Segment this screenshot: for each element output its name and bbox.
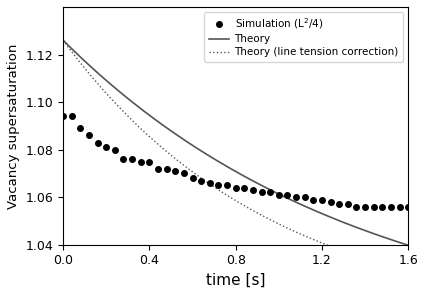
Simulation (L$^2$/4) xyxy=(95,141,100,144)
Simulation (L$^2$/4) xyxy=(354,205,359,209)
Simulation (L$^2$/4) xyxy=(328,200,333,204)
Simulation (L$^2$/4) xyxy=(112,148,117,151)
Simulation (L$^2$/4) xyxy=(164,167,169,171)
Simulation (L$^2$/4) xyxy=(405,205,411,209)
Simulation (L$^2$/4) xyxy=(224,183,230,187)
Theory xyxy=(227,166,232,170)
Simulation (L$^2$/4) xyxy=(233,186,238,189)
Simulation (L$^2$/4) xyxy=(242,186,247,189)
Simulation (L$^2$/4) xyxy=(207,181,212,185)
Simulation (L$^2$/4) xyxy=(268,191,273,194)
Legend: Simulation (L$^2$/4), Theory, Theory (line tension correction): Simulation (L$^2$/4), Theory, Theory (li… xyxy=(204,12,403,62)
Theory xyxy=(266,187,271,191)
Simulation (L$^2$/4) xyxy=(147,160,152,163)
Theory (line tension correction) xyxy=(60,38,65,42)
Simulation (L$^2$/4) xyxy=(345,203,350,206)
Theory (line tension correction) xyxy=(247,207,252,211)
Line: Theory: Theory xyxy=(63,40,408,245)
Simulation (L$^2$/4) xyxy=(181,172,187,175)
Simulation (L$^2$/4) xyxy=(190,176,195,180)
Theory xyxy=(405,243,411,247)
Simulation (L$^2$/4) xyxy=(86,134,91,137)
Simulation (L$^2$/4) xyxy=(319,198,324,201)
Simulation (L$^2$/4) xyxy=(69,114,74,118)
Simulation (L$^2$/4) xyxy=(302,196,307,199)
Simulation (L$^2$/4) xyxy=(173,169,178,173)
Simulation (L$^2$/4) xyxy=(259,191,264,194)
Theory xyxy=(343,222,348,225)
Simulation (L$^2$/4) xyxy=(311,198,316,201)
Simulation (L$^2$/4) xyxy=(371,205,376,209)
Line: Simulation (L$^2$/4): Simulation (L$^2$/4) xyxy=(60,114,411,209)
Theory xyxy=(247,178,252,181)
Theory (line tension correction) xyxy=(343,250,348,254)
Simulation (L$^2$/4) xyxy=(276,193,281,196)
Simulation (L$^2$/4) xyxy=(156,167,161,171)
Simulation (L$^2$/4) xyxy=(294,196,299,199)
Theory xyxy=(60,38,65,42)
Simulation (L$^2$/4) xyxy=(130,158,135,161)
Theory (line tension correction) xyxy=(405,269,411,273)
Simulation (L$^2$/4) xyxy=(337,203,342,206)
Simulation (L$^2$/4) xyxy=(250,188,255,192)
Line: Theory (line tension correction): Theory (line tension correction) xyxy=(63,40,408,271)
Simulation (L$^2$/4) xyxy=(60,114,65,118)
Theory (line tension correction) xyxy=(266,217,271,221)
Theory (line tension correction) xyxy=(227,195,232,198)
Simulation (L$^2$/4) xyxy=(397,205,402,209)
Simulation (L$^2$/4) xyxy=(285,193,290,196)
Simulation (L$^2$/4) xyxy=(104,145,109,149)
Simulation (L$^2$/4) xyxy=(78,127,83,130)
Theory (line tension correction) xyxy=(397,267,402,271)
Theory (line tension correction) xyxy=(224,194,230,197)
Simulation (L$^2$/4) xyxy=(121,158,126,161)
Simulation (L$^2$/4) xyxy=(216,183,221,187)
Y-axis label: Vacancy supersaturation: Vacancy supersaturation xyxy=(7,43,20,209)
X-axis label: time [s]: time [s] xyxy=(206,273,265,288)
Theory xyxy=(397,241,402,244)
Simulation (L$^2$/4) xyxy=(380,205,385,209)
Simulation (L$^2$/4) xyxy=(138,160,143,163)
Simulation (L$^2$/4) xyxy=(198,179,204,182)
Theory xyxy=(224,165,230,168)
Simulation (L$^2$/4) xyxy=(363,205,368,209)
Simulation (L$^2$/4) xyxy=(388,205,394,209)
